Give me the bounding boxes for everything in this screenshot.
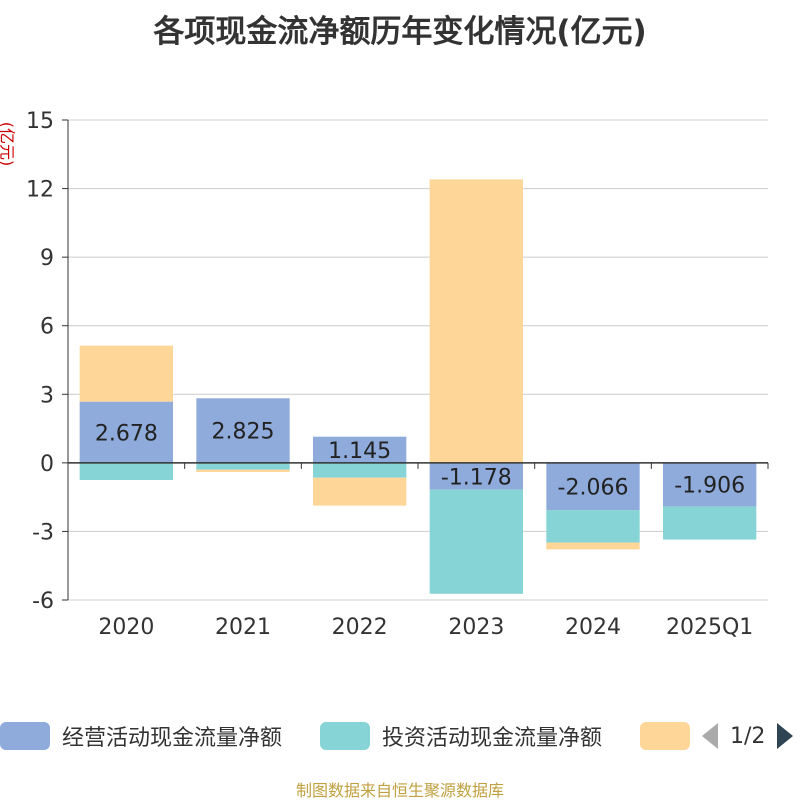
x-tick-label: 2023 xyxy=(448,615,504,640)
data-label: -1.906 xyxy=(674,474,745,499)
y-tick-label: 12 xyxy=(26,178,54,203)
y-tick-label: -3 xyxy=(32,520,54,545)
legend-swatch-operating xyxy=(0,722,50,750)
y-tick-label: 0 xyxy=(40,452,54,477)
bar-segment-operating xyxy=(313,436,407,463)
bar-segment-operating xyxy=(196,398,290,463)
x-tick-label: 2024 xyxy=(565,615,621,640)
x-tick-label: 2020 xyxy=(98,615,154,640)
bar-segment-operating xyxy=(546,462,640,511)
x-tick-label: 2021 xyxy=(215,615,271,640)
chart-title: 各项现金流净额历年变化情况(亿元) xyxy=(153,14,647,50)
bar-segment-investing xyxy=(429,489,523,594)
bar-segment-operating xyxy=(79,401,173,463)
legend: 经营活动现金流量净额 投资活动现金流量净额 xyxy=(0,716,800,756)
y-tick-label: 3 xyxy=(40,383,54,408)
y-tick-label: 6 xyxy=(40,315,54,340)
y-tick-label: -6 xyxy=(32,589,54,614)
legend-item-investing[interactable]: 投资活动现金流量净额 xyxy=(320,716,602,756)
y-tick-label: 9 xyxy=(40,246,54,271)
chevron-right-icon[interactable] xyxy=(775,721,795,751)
bar-segment-investing xyxy=(196,462,290,470)
x-tick-label: 2022 xyxy=(332,615,388,640)
data-label: 2.678 xyxy=(95,421,158,446)
legend-pager: 1/2 xyxy=(700,716,795,756)
legend-item-financing[interactable] xyxy=(640,716,690,756)
bar-segment-financing xyxy=(196,469,290,472)
data-label: -1.178 xyxy=(441,465,512,490)
legend-item-operating[interactable]: 经营活动现金流量净额 xyxy=(0,716,282,756)
legend-swatch-financing xyxy=(640,722,690,750)
x-tick-label: 2025Q1 xyxy=(666,615,753,640)
chevron-left-icon[interactable] xyxy=(700,721,720,751)
bar-segment-investing xyxy=(663,506,757,540)
bar-segment-financing xyxy=(546,542,640,550)
bar-segment-operating xyxy=(429,462,523,490)
bar-segment-investing xyxy=(79,462,173,480)
bar-segment-investing xyxy=(313,462,407,478)
legend-label-operating: 经营活动现金流量净额 xyxy=(62,726,283,751)
data-source-note: 制图数据来自恒生聚源数据库 xyxy=(295,781,504,800)
data-label: -2.066 xyxy=(558,475,629,500)
bar-segment-financing xyxy=(429,179,523,463)
y-tick-label: 15 xyxy=(26,109,54,134)
legend-swatch-investing xyxy=(320,722,370,750)
data-label: 1.145 xyxy=(328,439,391,464)
bar-segment-operating xyxy=(663,462,757,507)
data-label: 2.825 xyxy=(212,420,275,445)
bar-segment-financing xyxy=(79,345,173,402)
bar-segment-financing xyxy=(313,477,407,506)
bar-segment-investing xyxy=(546,510,640,543)
legend-page-indicator: 1/2 xyxy=(730,723,766,749)
legend-label-investing: 投资活动现金流量净额 xyxy=(382,726,603,751)
